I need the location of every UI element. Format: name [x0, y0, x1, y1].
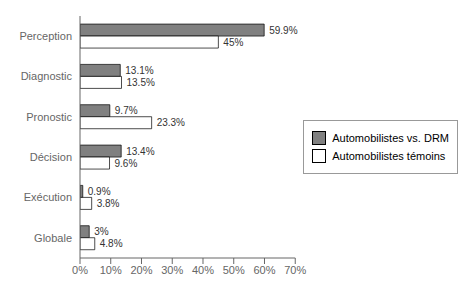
svg-text:20%: 20% [130, 264, 152, 276]
svg-text:70%: 70% [284, 264, 306, 276]
svg-text:59.9%: 59.9% [269, 25, 297, 36]
svg-text:3%: 3% [94, 226, 109, 237]
svg-text:3.8%: 3.8% [97, 198, 120, 209]
svg-text:60%: 60% [253, 264, 275, 276]
svg-text:Décision: Décision [30, 151, 72, 163]
svg-text:50%: 50% [223, 264, 245, 276]
svg-text:Globale: Globale [34, 232, 72, 244]
svg-text:10%: 10% [100, 264, 122, 276]
svg-text:45%: 45% [223, 37, 243, 48]
svg-text:Perception: Perception [19, 30, 72, 42]
svg-text:4.8%: 4.8% [100, 238, 123, 249]
svg-text:13.4%: 13.4% [126, 146, 154, 157]
html-text:Automobilistes vs. DRM: Automobilistes vs. DRM [332, 132, 449, 144]
svg-text:0.9%: 0.9% [88, 186, 111, 197]
svg-text:13.5%: 13.5% [127, 77, 155, 88]
svg-text:40%: 40% [192, 264, 214, 276]
svg-text:9.6%: 9.6% [115, 158, 138, 169]
svg-text:23.3%: 23.3% [157, 117, 185, 128]
svg-text:0%: 0% [72, 264, 88, 276]
svg-text:13.1%: 13.1% [125, 65, 153, 76]
svg-text:9.7%: 9.7% [115, 105, 138, 116]
svg-text:Pronostic: Pronostic [26, 111, 72, 123]
svg-text:Exécution: Exécution [24, 191, 72, 203]
html-text:Automobilistes témoins: Automobilistes témoins [332, 150, 446, 162]
svg-text:Diagnostic: Diagnostic [21, 70, 73, 82]
svg-text:30%: 30% [161, 264, 183, 276]
